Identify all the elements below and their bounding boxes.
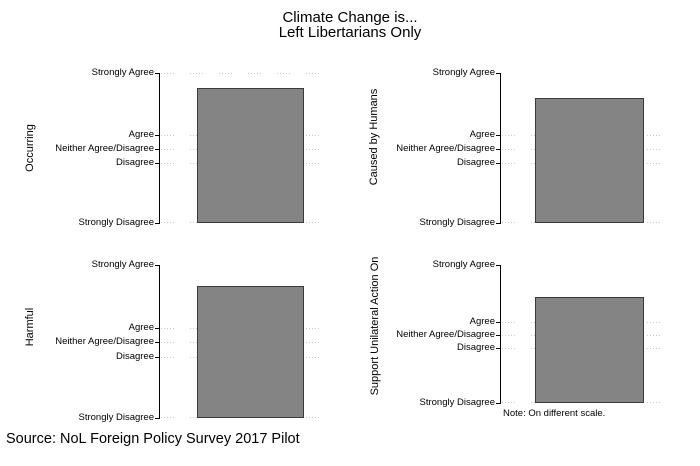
scale-note: Note: On different scale.: [503, 408, 606, 419]
axis-title-harmful: Harmful: [24, 307, 36, 347]
axis-title-occurring: Occurring: [24, 124, 36, 172]
y-tick-label: Strongly Disagree: [419, 217, 495, 228]
y-tick-label: Strongly Disagree: [78, 412, 154, 423]
y-tick-label: Agree: [128, 129, 154, 140]
y-tick-label: Disagree: [115, 351, 154, 362]
y-axis-tick: [155, 357, 160, 358]
y-axis-tick: [155, 342, 160, 343]
y-tick-label: Strongly Disagree: [78, 217, 154, 228]
bar-occurring: [197, 88, 304, 223]
chart-title-line1: Climate Change is...: [282, 9, 418, 26]
chart-title: Climate Change is... Left Libertarians O…: [0, 10, 700, 40]
axis-title-support-unilateral-action: Support Unilateral Action On: [369, 256, 381, 396]
y-tick-label: Disagree: [456, 342, 495, 353]
y-tick-label: Neither Agree/Disagree: [55, 143, 154, 154]
y-tick-label: Neither Agree/Disagree: [396, 143, 495, 154]
y-axis-tick: [155, 265, 160, 266]
bar-support-unilateral-action: [535, 297, 644, 403]
y-axis-tick: [496, 403, 501, 404]
y-axis-tick: [496, 322, 501, 323]
y-axis-tick: [496, 149, 501, 150]
y-axis-tick: [496, 335, 501, 336]
bar-caused-by-humans: [535, 98, 644, 223]
y-axis-tick: [496, 223, 501, 224]
y-axis-tick: [496, 135, 501, 136]
y-tick-label: Strongly Agree: [432, 67, 495, 78]
y-axis-tick: [496, 163, 501, 164]
subplot-occurring: Strongly Agree Agree Neither Agree/Disagre…: [55, 68, 332, 228]
y-tick-label: Strongly Agree: [91, 259, 154, 270]
y-axis-tick: [496, 348, 501, 349]
subplot-harmful: Strongly Agree Agree Neither Agree/Disagre…: [55, 260, 332, 423]
subplot-support-unilateral-action: Strongly Agree Agree Neither Agree/Disagre…: [396, 260, 676, 408]
y-tick-label: Strongly Disagree: [419, 397, 495, 408]
y-axis-tick: [496, 73, 501, 74]
chart-title-line2: Left Libertarians Only: [278, 24, 422, 41]
y-tick-label: Agree: [469, 316, 495, 327]
bar-harmful: [197, 286, 304, 418]
y-tick-label: Strongly Agree: [91, 67, 154, 78]
y-tick-label: Disagree: [115, 157, 154, 168]
y-axis-tick: [155, 418, 160, 419]
source-note: Source: NoL Foreign Policy Survey 2017 P…: [6, 431, 300, 447]
y-tick-label: Strongly Agree: [432, 259, 495, 270]
subplot-caused-by-humans: Strongly Agree Agree Neither Agree/Disagre…: [396, 68, 676, 228]
y-tick-label: Neither Agree/Disagree: [55, 336, 154, 347]
y-axis-tick: [155, 135, 160, 136]
axis-title-caused-by-humans: Caused by Humans: [368, 88, 380, 186]
dotted-gridline: [161, 73, 332, 74]
y-tick-label: Neither Agree/Disagree: [396, 329, 495, 340]
y-axis-tick: [155, 73, 160, 74]
y-tick-label: Disagree: [456, 157, 495, 168]
y-tick-label: Agree: [469, 129, 495, 140]
y-tick-label: Agree: [128, 322, 154, 333]
y-axis-tick: [155, 223, 160, 224]
y-axis-tick: [155, 328, 160, 329]
y-axis-tick: [155, 149, 160, 150]
y-axis-tick: [496, 265, 501, 266]
y-axis-tick: [155, 163, 160, 164]
